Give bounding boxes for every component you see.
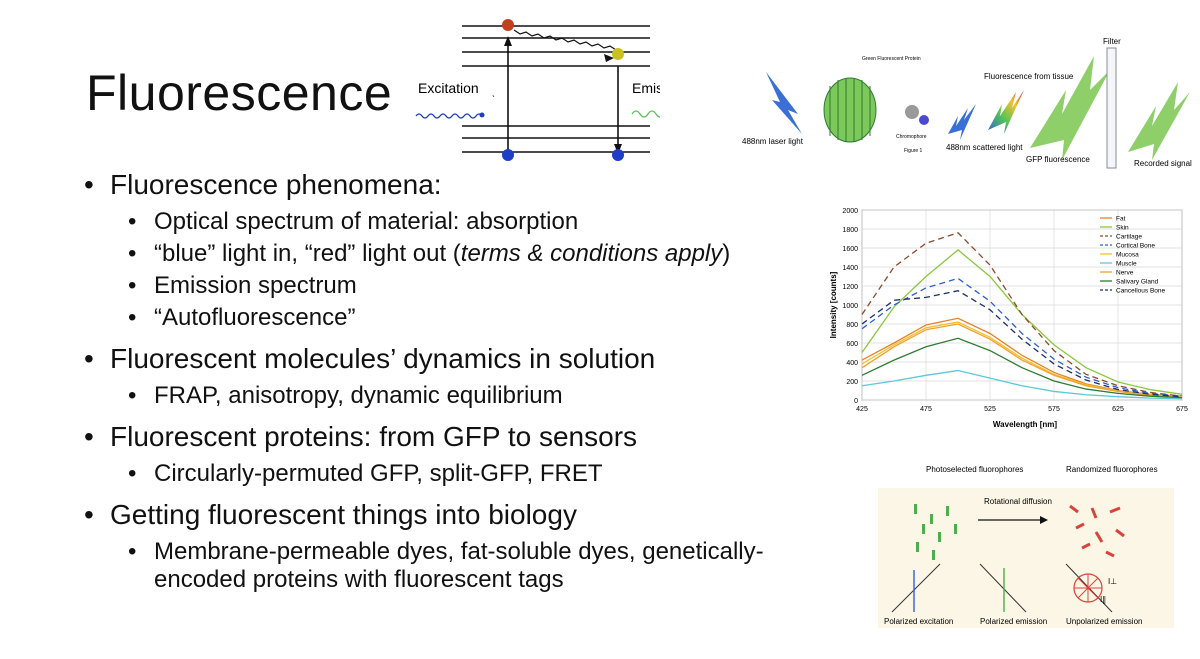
y-tick-label: 0: [854, 398, 858, 405]
excited-electron-dot: [502, 19, 514, 31]
series-line-cancellous-bone: [861, 290, 1183, 398]
aligned-fluorophores: [914, 504, 957, 560]
bullet-4: • Getting fluorescent things into biology: [84, 499, 577, 530]
relaxation-path: [513, 29, 617, 51]
series-line-salivary-gland: [861, 337, 1183, 399]
bullet-1: • Fluorescence phenomena:: [84, 169, 442, 200]
randomized-label: Randomized fluorophores: [1066, 465, 1158, 474]
gfp-protein-label: Green Fluorescent Protein: [862, 56, 921, 62]
jablonski-diagram: Excitation ˎ Emission: [415, 19, 660, 161]
slide-title: Fluorescence: [86, 65, 393, 121]
excitation-ray: [891, 563, 941, 613]
relaxed-electron-dot: [612, 48, 624, 60]
chart-series: [861, 232, 1183, 400]
unpolarized-emission-label: Unpolarized emission: [1066, 617, 1142, 626]
scattered-label: 488nm scattered light: [946, 143, 1023, 152]
legend-entry: Cancellous Bone: [1116, 288, 1166, 295]
y-tick-label: 800: [846, 322, 858, 329]
emission-label: Emission: [632, 80, 660, 96]
scattered-bolt-icon: [948, 104, 976, 140]
i-par-label: I∥: [1100, 595, 1106, 604]
y-tick-label: 400: [846, 360, 858, 367]
legend-entry: Cartilage: [1116, 234, 1142, 241]
figure-label: Figure 1: [904, 148, 923, 154]
legend-entry: Salivary Gland: [1116, 279, 1159, 286]
energy-levels: [462, 25, 650, 153]
x-axis-label: Wavelength [nm]: [993, 420, 1057, 429]
polarized-emission-label: Polarized emission: [980, 617, 1047, 626]
legend-entry: Nerve: [1116, 270, 1134, 277]
sub-bullet-1-2: • “blue” light in, “red” light out (terms…: [128, 240, 731, 267]
autofluorescence-spectrum-chart: 0 200 400 600 800 1000 1200 1400 1600 1800 2000 425…: [829, 208, 1188, 429]
photoselected-label: Photoselected fluorophores: [926, 465, 1023, 474]
sub-bullet-1-1: • Optical spectrum of material: absorptio…: [128, 208, 579, 235]
i-perp-label: I⊥: [1108, 577, 1117, 586]
gfp-bolt-icon: [1030, 56, 1110, 160]
series-line-cartilage: [861, 232, 1183, 397]
chart-ticks: 0 200 400 600 800 1000 1200 1400 1600 1800 2000 425…: [842, 208, 1188, 413]
legend-entry: Skin: [1116, 225, 1129, 232]
ground-electron-dot-2: [612, 149, 624, 161]
legend-entry: Muscle: [1116, 261, 1137, 268]
ground-electron-dot: [502, 149, 514, 161]
series-line-muscle: [861, 369, 1183, 400]
filter-label: Filter: [1103, 37, 1121, 46]
series-line-nerve: [861, 323, 1183, 398]
recorded-bolt-icon: [1128, 82, 1190, 160]
x-tick-label: 575: [1048, 406, 1060, 413]
chromophore-label: Chromophore: [896, 134, 927, 140]
sub-bullet-2-1: • FRAP, anisotropy, dynamic equilibrium: [128, 382, 563, 409]
legend-entry: Mucosa: [1116, 252, 1139, 259]
recorded-label: Recorded signal: [1134, 159, 1192, 168]
y-tick-label: 200: [846, 379, 858, 386]
sub-bullet-4-1: • Membrane-permeable dyes, fat-soluble dy…: [128, 538, 764, 593]
laser-label: 488nm laser light: [742, 137, 804, 146]
y-tick-label: 1400: [842, 265, 858, 272]
y-axis-label: Intensity [counts]: [829, 271, 838, 338]
sub-bullet-1-4: • “Autofluorescence”: [128, 304, 356, 331]
bullet-list: • Fluorescence phenomena: • Optical spectr…: [84, 168, 784, 598]
small-mark: ˎ: [492, 87, 495, 98]
y-tick-label: 600: [846, 341, 858, 348]
bullet-3: • Fluorescent proteins: from GFP to senso…: [84, 421, 638, 452]
y-tick-label: 1800: [842, 227, 858, 234]
x-tick-label: 675: [1176, 406, 1188, 413]
x-tick-label: 425: [856, 406, 868, 413]
bullet-2: • Fluorescent molecules’ dynamics in solu…: [84, 343, 656, 374]
legend-entry: Fat: [1116, 216, 1126, 223]
y-tick-label: 1000: [842, 303, 858, 310]
y-tick-label: 2000: [842, 208, 858, 215]
gfp-protein-icon: [823, 77, 929, 143]
excitation-wave: [415, 113, 483, 119]
gfp-schematic: 488nm laser light Green Fluorescent Prot…: [742, 37, 1192, 169]
sub-bullet-3-1: • Circularly-permuted GFP, split-GFP, FRE…: [128, 460, 603, 487]
tissue-label: Fluorescence from tissue: [984, 72, 1074, 81]
random-fluorophores: [1069, 504, 1125, 558]
laser-bolt-icon: [766, 72, 802, 134]
filter-bar: [1106, 47, 1117, 169]
chart-legend: Fat Skin Cartilage Cortical Bone Mucosa Muscl…: [1100, 216, 1166, 295]
x-tick-label: 625: [1112, 406, 1124, 413]
rotational-label: Rotational diffusion: [984, 497, 1052, 506]
y-tick-label: 1600: [842, 246, 858, 253]
anisotropy-background: [878, 488, 1174, 628]
y-tick-label: 1200: [842, 284, 858, 291]
x-tick-label: 475: [920, 406, 932, 413]
sub-bullet-1-3: • Emission spectrum: [128, 272, 357, 299]
gfp-label: GFP fluorescence: [1026, 155, 1090, 164]
legend-entry: Cortical Bone: [1116, 243, 1155, 250]
emission-wave: [631, 110, 660, 118]
tissue-bolt-icon: [988, 90, 1024, 134]
excitation-label: Excitation: [418, 80, 479, 96]
anisotropy-diagram: Photoselected fluorophores Randomized fl…: [878, 465, 1174, 628]
series-line-cortical-bone: [861, 277, 1183, 397]
polarized-excitation-label: Polarized excitation: [884, 617, 953, 626]
x-tick-label: 525: [984, 406, 996, 413]
